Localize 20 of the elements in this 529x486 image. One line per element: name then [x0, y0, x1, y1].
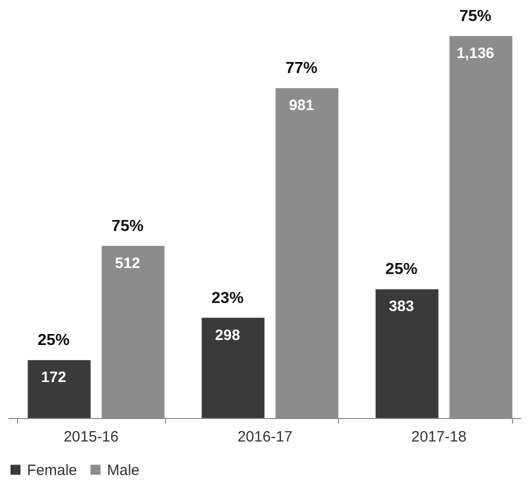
- data-label: 172: [41, 369, 66, 386]
- x-tick-label: 2016-17: [237, 428, 293, 446]
- annotation: 25%: [38, 332, 70, 350]
- data-label: 981: [288, 97, 314, 114]
- annotation: 77%: [285, 60, 318, 78]
- x-tick-label: 2017-18: [411, 428, 466, 446]
- bar: [28, 360, 91, 418]
- legend-label: Male: [107, 462, 140, 479]
- legend-label: Female: [27, 462, 78, 479]
- annotation: 75%: [112, 218, 144, 235]
- text: 75%: [459, 8, 492, 25]
- x-tick-label: 2015-16: [64, 428, 119, 446]
- data-label: 298: [215, 326, 240, 344]
- data-label: 1,136: [456, 45, 494, 62]
- bar: [376, 289, 438, 418]
- data-label: 512: [115, 254, 140, 272]
- data-label: 383: [388, 298, 414, 316]
- annotation: 23%: [212, 290, 244, 307]
- bar: [202, 318, 264, 418]
- annotation: 25%: [385, 261, 418, 278]
